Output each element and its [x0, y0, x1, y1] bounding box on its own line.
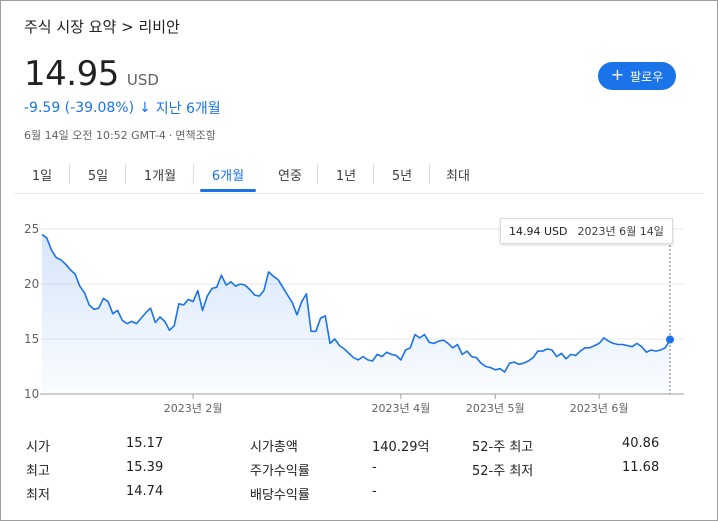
active-tab-indicator [200, 189, 256, 192]
stat-label-low: 최저 [26, 488, 50, 503]
tab-max[interactable]: 최대 [446, 168, 470, 184]
stat-value-low: 14.74 [126, 484, 164, 499]
arrow-down-icon: ↓ [139, 100, 151, 116]
price-area-fill [42, 234, 670, 394]
y-tick-label: 15 [24, 332, 39, 346]
chart-tooltip: 14.94 USD 2023년 6월 14일 [500, 218, 673, 244]
stats-table: 시가 15.17 시가총액 140.29억 52-주 최고 40.86 최고 1… [26, 436, 686, 508]
tabs-divider [14, 193, 704, 194]
disclaimer-link[interactable]: 면책조항 [175, 129, 216, 142]
tab-1-year[interactable]: 1년 [318, 158, 374, 190]
stat-value-52w-high: 40.86 [622, 436, 660, 451]
currency-label: USD [126, 71, 159, 89]
y-tick-label: 10 [24, 387, 39, 401]
follow-button[interactable]: + 팔로우 [598, 62, 676, 90]
stats-row: 최저 14.74 배당수익률 - [26, 484, 686, 508]
y-tick-label: 20 [24, 277, 39, 291]
stat-value-pe-ratio: - [372, 460, 377, 475]
quote-timestamp: 6월 14일 오전 10:52 GMT-4 [24, 129, 166, 142]
stat-label-52w-high: 52-주 최고 [472, 440, 534, 455]
stat-label-52w-low: 52-주 최저 [472, 464, 534, 479]
separator-dot: · [168, 129, 173, 142]
stat-value-dividend-yield: - [372, 484, 377, 499]
stat-label-pe-ratio: 주가수익률 [250, 464, 310, 479]
change-period: 지난 6개월 [155, 101, 221, 117]
plus-icon: + [610, 65, 625, 84]
stats-row: 시가 15.17 시가총액 140.29억 52-주 최고 40.86 [26, 436, 686, 460]
change-value: -9.59 (-39.08%) [24, 100, 135, 116]
tab-5-year[interactable]: 5년 [374, 158, 430, 190]
stat-value-market-cap: 140.29억 [372, 440, 430, 455]
stat-value-52w-low: 11.68 [622, 460, 660, 475]
stat-value-high: 15.39 [126, 460, 164, 475]
price-row: 14.95 USD [24, 54, 159, 94]
tab-5-day[interactable]: 5일 [70, 158, 126, 190]
stat-label-dividend-yield: 배당수익률 [250, 488, 310, 503]
price-line [41, 233, 671, 373]
tab-6-month[interactable]: 6개월 [194, 158, 262, 192]
breadcrumb[interactable]: 주식 시장 요약 > 리비안 [24, 18, 180, 36]
timestamp-row: 6월 14일 오전 10:52 GMT-4 · 면책조항 [24, 127, 216, 143]
price-change: -9.59 (-39.08%) ↓ 지난 6개월 [24, 98, 221, 118]
y-tick-label: 25 [24, 222, 39, 236]
stat-label-open: 시가 [26, 440, 50, 455]
follow-button-label: 팔로우 [630, 69, 664, 84]
stats-row: 최고 15.39 주가수익률 - 52-주 최저 11.68 [26, 460, 686, 484]
tab-ytd[interactable]: 연중 [262, 158, 318, 190]
tab-1-month[interactable]: 1개월 [126, 158, 194, 190]
tooltip-date: 2023년 6월 14일 [577, 225, 664, 238]
tooltip-price: 14.94 USD [509, 224, 568, 238]
x-tick-label: 2023년 5월 [466, 402, 525, 415]
stat-label-market-cap: 시가총액 [250, 440, 298, 455]
x-tick-label: 2023년 6월 [570, 402, 629, 415]
x-tick-label: 2023년 2월 [164, 402, 223, 415]
x-tick-label: 2023년 4월 [371, 402, 430, 415]
stat-label-high: 최고 [26, 464, 50, 479]
tab-1-day[interactable]: 1일 [14, 158, 70, 190]
range-tabs: 1일 5일 1개월 6개월 연중 1년 5년 최대 [14, 158, 486, 192]
hover-point [666, 335, 674, 344]
current-price: 14.95 [24, 54, 119, 94]
stat-value-open: 15.17 [126, 436, 164, 451]
